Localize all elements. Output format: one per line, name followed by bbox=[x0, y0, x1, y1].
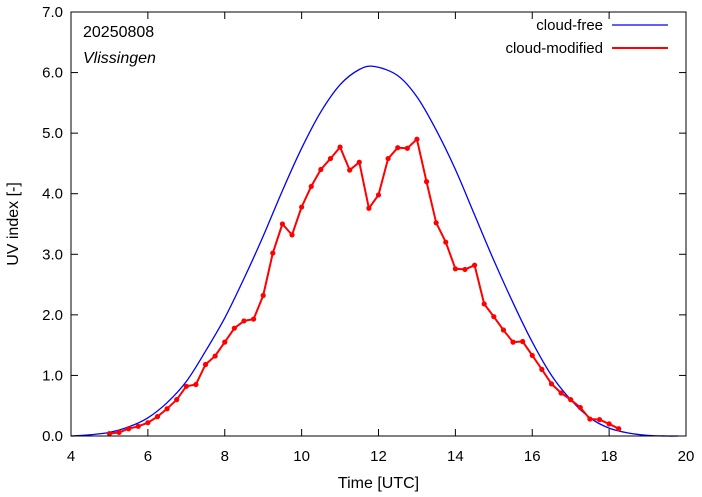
data-point-cloud-modified bbox=[202, 361, 209, 368]
data-point-cloud-modified bbox=[616, 426, 622, 432]
data-point-cloud-modified bbox=[596, 417, 603, 423]
y-tick-label: 7.0 bbox=[42, 4, 63, 21]
series-layer bbox=[70, 65, 679, 437]
data-point-cloud-modified bbox=[529, 352, 535, 359]
date-annotation: 20250808 bbox=[83, 24, 154, 41]
y-tick-label: 3.0 bbox=[42, 246, 63, 263]
data-point-cloud-modified bbox=[356, 159, 362, 165]
y-axis-title: UV index [-] bbox=[5, 182, 22, 266]
data-point-cloud-modified bbox=[606, 421, 612, 427]
data-point-cloud-modified bbox=[520, 338, 526, 345]
data-point-cloud-modified bbox=[491, 314, 497, 320]
data-point-cloud-modified bbox=[327, 155, 334, 162]
series-line-cloud-modified bbox=[109, 138, 620, 435]
data-point-cloud-modified bbox=[154, 414, 161, 420]
data-point-cloud-modified bbox=[222, 339, 228, 345]
data-point-cloud-modified bbox=[471, 262, 478, 268]
data-point-cloud-modified bbox=[443, 239, 449, 245]
data-point-cloud-modified bbox=[337, 144, 343, 150]
data-point-cloud-modified bbox=[145, 420, 151, 426]
data-point-cloud-modified bbox=[500, 327, 507, 333]
legend-label-cloud-free: cloud-free bbox=[536, 17, 603, 34]
y-tick-label: 6.0 bbox=[42, 65, 63, 82]
data-point-cloud-modified bbox=[174, 397, 180, 403]
data-point-cloud-modified bbox=[510, 339, 516, 345]
x-tick-label: 12 bbox=[370, 448, 387, 465]
data-point-cloud-modified bbox=[241, 318, 247, 324]
data-point-cloud-modified bbox=[270, 250, 276, 256]
data-point-cloud-modified bbox=[481, 301, 487, 307]
data-point-cloud-modified bbox=[375, 192, 382, 198]
data-point-cloud-modified bbox=[539, 366, 545, 372]
data-point-cloud-modified bbox=[404, 145, 410, 151]
data-point-cloud-modified bbox=[395, 145, 401, 151]
data-point-cloud-modified bbox=[347, 167, 353, 173]
data-point-cloud-modified bbox=[116, 429, 122, 435]
data-point-cloud-modified bbox=[452, 266, 458, 272]
data-point-cloud-modified bbox=[212, 353, 218, 359]
data-point-cloud-modified bbox=[548, 381, 555, 387]
axis-ticks bbox=[70, 11, 687, 437]
plot-frame bbox=[70, 11, 687, 437]
x-tick-label: 16 bbox=[524, 448, 541, 465]
data-point-cloud-modified bbox=[318, 166, 324, 173]
tick-labels: 4 6 8 10 12 14 16 18 20 0.0 1.0 2.0 3.0 4.0 5.0 6.0 7.0 bbox=[42, 4, 694, 465]
data-point-cloud-modified bbox=[414, 136, 420, 142]
x-tick-label: 6 bbox=[144, 448, 152, 465]
data-point-cloud-modified bbox=[299, 204, 305, 210]
data-point-cloud-modified bbox=[193, 381, 199, 388]
data-point-cloud-modified bbox=[279, 221, 286, 227]
y-tick-label: 2.0 bbox=[42, 307, 63, 324]
data-point-cloud-modified bbox=[308, 183, 314, 190]
data-point-cloud-modified bbox=[126, 426, 132, 432]
x-tick-label: 4 bbox=[67, 448, 75, 465]
x-tick-label: 8 bbox=[221, 448, 229, 465]
data-point-cloud-modified bbox=[577, 404, 583, 411]
data-point-cloud-modified bbox=[433, 220, 439, 226]
y-tick-label: 4.0 bbox=[42, 186, 63, 203]
data-point-cloud-modified bbox=[231, 325, 237, 331]
y-tick-label: 0.0 bbox=[42, 428, 63, 445]
x-axis-title: Time [UTC] bbox=[338, 475, 419, 492]
x-tick-label: 20 bbox=[678, 448, 695, 465]
data-point-cloud-modified bbox=[289, 232, 295, 238]
data-point-cloud-modified bbox=[250, 316, 257, 322]
data-point-cloud-modified bbox=[423, 179, 430, 185]
data-point-cloud-modified bbox=[260, 292, 266, 299]
y-tick-label: 5.0 bbox=[42, 125, 63, 142]
x-tick-label: 10 bbox=[293, 448, 310, 465]
data-point-cloud-modified bbox=[462, 266, 468, 273]
x-tick-label: 14 bbox=[447, 448, 464, 465]
data-point-cloud-modified bbox=[366, 205, 372, 211]
data-point-cloud-modified bbox=[558, 390, 564, 396]
y-axis-title-group: UV index [-] bbox=[5, 182, 22, 266]
x-tick-label: 18 bbox=[601, 448, 618, 465]
legend: cloud-free cloud-modified bbox=[505, 17, 668, 57]
data-point-cloud-modified bbox=[183, 383, 189, 389]
data-point-cloud-modified bbox=[135, 423, 141, 429]
data-point-cloud-modified bbox=[385, 155, 391, 162]
series-line-cloud-free bbox=[70, 65, 679, 437]
y-tick-label: 1.0 bbox=[42, 367, 63, 384]
data-point-cloud-modified bbox=[164, 406, 170, 412]
legend-label-cloud-modified: cloud-modified bbox=[505, 40, 603, 57]
data-point-cloud-modified bbox=[106, 430, 113, 437]
data-point-cloud-modified bbox=[587, 416, 593, 422]
location-annotation: Vlissingen bbox=[83, 50, 156, 67]
data-point-cloud-modified bbox=[568, 397, 574, 403]
